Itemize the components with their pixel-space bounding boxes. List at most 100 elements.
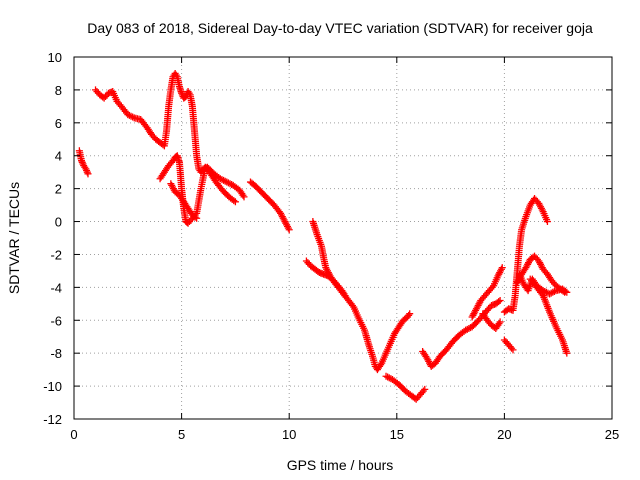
data-point [539,287,547,295]
x-axis-label: GPS time / hours [287,457,394,473]
x-tick-label: 20 [497,427,511,442]
data-point [220,176,228,184]
data-point [82,165,90,173]
x-tick-label: 10 [282,427,296,442]
series-pass-12 [500,336,517,354]
series-pass-07 [302,257,349,300]
data-point [224,179,232,187]
data-point [377,361,385,369]
data-point [563,288,571,296]
data-point [285,226,293,234]
y-tick-label: 0 [55,215,62,230]
data-point [348,301,356,309]
data-point [231,198,239,206]
series-pass-10 [468,264,506,321]
grid-lines [74,57,612,419]
data-point [547,289,555,297]
data-point [230,197,238,205]
data-point [498,264,506,272]
data-point [78,157,86,165]
data-point [495,298,503,306]
series-pass-16 [515,270,571,298]
data-point [405,311,413,319]
data-point [84,170,92,178]
data-point [172,71,180,79]
y-tick-label: 8 [55,83,62,98]
y-tick-label: 6 [55,116,62,131]
data-point [284,224,292,232]
data-point [193,214,201,222]
x-tick-label: 15 [390,427,404,442]
data-point [550,287,558,295]
data-point [538,206,546,214]
data-point [463,325,471,333]
data-point [385,374,393,382]
axis-ticks: -12 -10 -8 -6 -4 -2 0 2 4 6 8 10 0 5 10 15 20 25 [43,50,619,442]
data-point [226,180,234,188]
y-tick-label: -10 [43,379,62,394]
data-point [185,89,193,97]
series-pass-04 [167,180,201,222]
chart-title: Day 083 of 2018, Sidereal Day-to-day VTE… [87,20,593,36]
data-point [496,297,504,305]
series-pass-05 [246,178,293,234]
series-pass-06 [309,218,414,374]
data-point [340,290,348,298]
data-point [124,111,132,119]
series-pass-09 [419,297,504,370]
data-point [218,176,226,184]
data-point [508,344,516,352]
data-point [543,218,551,226]
data-point [497,265,505,273]
data-point [496,318,504,326]
x-tick-label: 5 [178,427,185,442]
y-tick-label: 2 [55,182,62,197]
data-points [75,69,571,403]
data-point [382,372,390,380]
data-point [83,168,91,176]
y-tick-label: -12 [43,412,62,427]
y-tick-label: -6 [50,313,62,328]
series-pass-01 [75,147,92,178]
y-tick-label: 10 [48,50,62,65]
data-point [549,288,557,296]
data-point [509,346,517,354]
data-point [563,349,571,357]
data-point [384,373,392,381]
y-tick-label: -2 [50,247,62,262]
data-point [495,320,503,328]
series-pass-08 [382,372,429,403]
data-point [127,112,135,120]
series-pass-11 [479,310,504,332]
data-point [223,178,231,186]
data-point [240,193,248,201]
x-tick-label: 0 [70,427,77,442]
data-point [129,113,137,121]
data-point [221,177,229,185]
data-point [419,387,427,395]
plot-frame [73,56,613,420]
data-point [462,326,470,334]
data-point [191,213,199,221]
data-point [561,287,569,295]
y-axis-label: SDTVAR / TECUs [6,182,22,294]
series-pass-03 [156,152,239,227]
data-point [465,325,473,332]
data-point [542,288,550,296]
data-point [239,191,247,199]
data-point [83,167,91,175]
data-point [125,111,133,119]
data-point [488,283,496,291]
data-point [341,292,349,300]
data-point [546,290,554,298]
data-point [421,385,429,393]
data-point [406,310,414,318]
x-tick-label: 25 [605,427,619,442]
series-pass-13 [500,195,551,316]
series-pass-02 [92,69,248,201]
y-tick-label: -4 [50,280,62,295]
data-point [216,175,224,183]
y-tick-label: -8 [50,346,62,361]
y-tick-label: 4 [55,149,62,164]
